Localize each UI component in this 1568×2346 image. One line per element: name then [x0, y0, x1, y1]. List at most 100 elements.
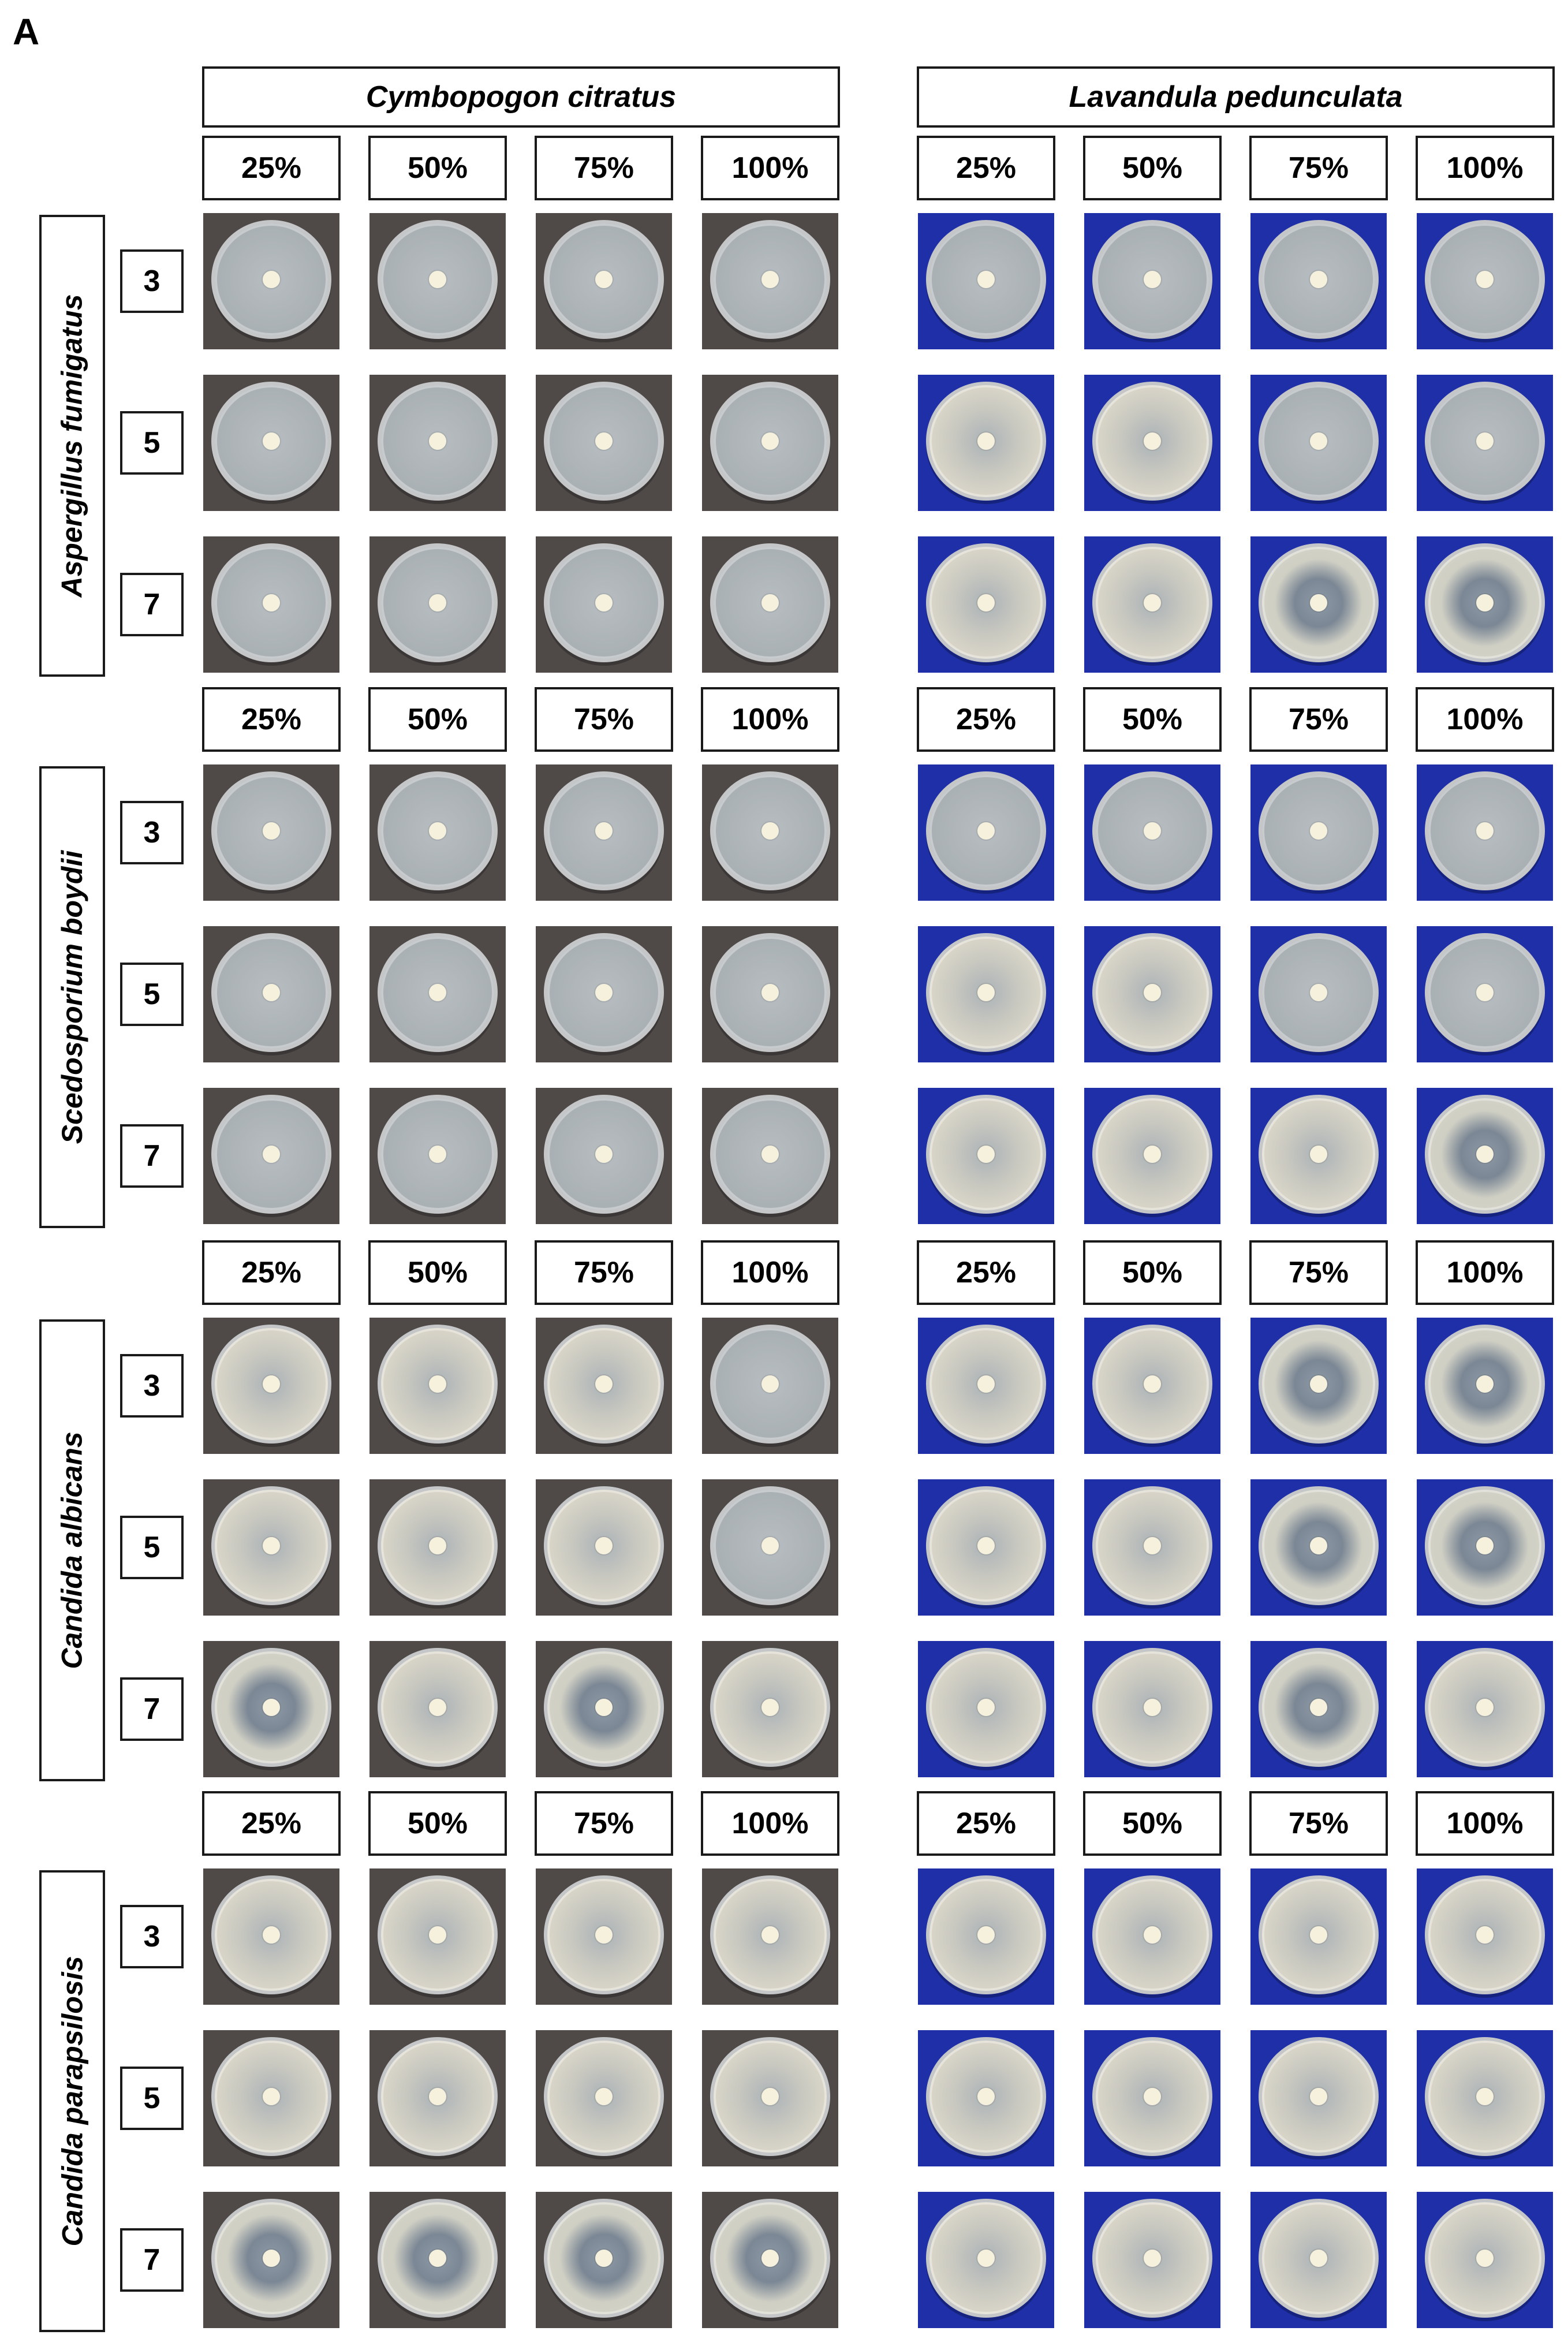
filter-disk — [761, 271, 779, 288]
petri-dish — [1259, 382, 1379, 501]
concentration-label: 50% — [368, 1791, 507, 1856]
concentration-label: 100% — [1416, 687, 1554, 752]
filter-disk — [1476, 1146, 1494, 1163]
organism-label: Aspergillus fumigatus — [56, 294, 89, 598]
petri-plate — [702, 1641, 838, 1777]
concentration-label: 50% — [1083, 136, 1222, 200]
petri-plate — [1417, 2192, 1553, 2328]
petri-dish — [211, 933, 331, 1052]
petri-plate — [369, 2192, 506, 2328]
petri-plate — [369, 1479, 506, 1616]
petri-dish — [1425, 933, 1545, 1052]
filter-disk — [761, 984, 779, 1001]
petri-plate — [536, 2030, 672, 2166]
petri-plate — [203, 375, 339, 511]
filter-disk — [1144, 1146, 1161, 1163]
filter-disk — [1310, 1146, 1327, 1163]
petri-dish — [544, 771, 664, 890]
petri-dish — [926, 2199, 1046, 2318]
concentration-label: 75% — [1249, 1240, 1388, 1305]
petri-plate — [1417, 2030, 1553, 2166]
petri-plate — [369, 1318, 506, 1454]
petri-dish — [544, 382, 664, 501]
concentration-label: 25% — [917, 687, 1055, 752]
petri-dish — [378, 771, 498, 890]
petri-plate — [1084, 926, 1220, 1062]
filter-disk — [1144, 432, 1161, 450]
concentration-label: 75% — [535, 1791, 673, 1856]
filter-disk — [977, 1537, 995, 1554]
petri-plate — [702, 1868, 838, 2005]
day-label: 5 — [120, 1516, 184, 1579]
petri-plate — [918, 536, 1054, 673]
petri-dish — [211, 382, 331, 501]
petri-dish — [1092, 771, 1212, 890]
filter-disk — [1144, 1699, 1161, 1716]
concentration-label: 25% — [917, 136, 1055, 200]
petri-plate — [369, 536, 506, 673]
filter-disk — [595, 2088, 613, 2105]
filter-disk — [761, 1699, 779, 1716]
filter-disk — [1144, 1537, 1161, 1554]
petri-dish — [710, 1648, 830, 1767]
filter-disk — [1144, 594, 1161, 611]
filter-disk — [1476, 1926, 1494, 1944]
petri-dish — [926, 1325, 1046, 1444]
petri-dish — [378, 382, 498, 501]
petri-dish — [544, 2037, 664, 2156]
filter-disk — [761, 432, 779, 450]
petri-plate — [1250, 1479, 1387, 1616]
petri-plate — [1250, 1868, 1387, 2005]
petri-dish — [926, 382, 1046, 501]
petri-dish — [1092, 1875, 1212, 1994]
petri-dish — [544, 220, 664, 339]
petri-dish — [1092, 382, 1212, 501]
petri-plate — [203, 764, 339, 901]
petri-dish — [211, 2037, 331, 2156]
filter-disk — [595, 1146, 613, 1163]
petri-plate — [918, 1318, 1054, 1454]
petri-dish — [926, 771, 1046, 890]
petri-plate — [918, 926, 1054, 1062]
petri-plate — [536, 1479, 672, 1616]
petri-dish — [1259, 543, 1379, 662]
filter-disk — [977, 271, 995, 288]
filter-disk — [429, 1699, 446, 1716]
petri-dish — [378, 2037, 498, 2156]
filter-disk — [595, 1375, 613, 1393]
day-label: 3 — [120, 1905, 184, 1968]
day-label: 3 — [120, 801, 184, 864]
petri-dish — [1425, 1095, 1545, 1214]
filter-disk — [1476, 2250, 1494, 2267]
petri-dish — [1259, 933, 1379, 1052]
petri-dish — [211, 771, 331, 890]
day-label: 5 — [120, 963, 184, 1026]
organism-label-box: Scedosporium boydii — [39, 766, 105, 1228]
concentration-label: 100% — [1416, 136, 1554, 200]
filter-disk — [1144, 2250, 1161, 2267]
filter-disk — [595, 594, 613, 611]
concentration-label: 100% — [701, 1240, 839, 1305]
petri-plate — [536, 2192, 672, 2328]
petri-dish — [1425, 1486, 1545, 1605]
petri-plate — [1084, 536, 1220, 673]
filter-disk — [429, 822, 446, 840]
petri-dish — [1425, 543, 1545, 662]
petri-dish — [1425, 382, 1545, 501]
petri-plate — [1084, 1641, 1220, 1777]
petri-plate — [203, 536, 339, 673]
concentration-label: 100% — [701, 136, 839, 200]
day-label: 7 — [120, 1677, 184, 1741]
petri-plate — [702, 213, 838, 349]
petri-dish — [710, 543, 830, 662]
petri-dish — [710, 220, 830, 339]
filter-disk — [1476, 271, 1494, 288]
petri-dish — [710, 933, 830, 1052]
concentration-label: 100% — [701, 1791, 839, 1856]
petri-dish — [378, 2199, 498, 2318]
petri-plate — [203, 213, 339, 349]
petri-dish — [544, 1325, 664, 1444]
petri-plate — [1250, 375, 1387, 511]
petri-plate — [536, 536, 672, 673]
petri-plate — [918, 2030, 1054, 2166]
